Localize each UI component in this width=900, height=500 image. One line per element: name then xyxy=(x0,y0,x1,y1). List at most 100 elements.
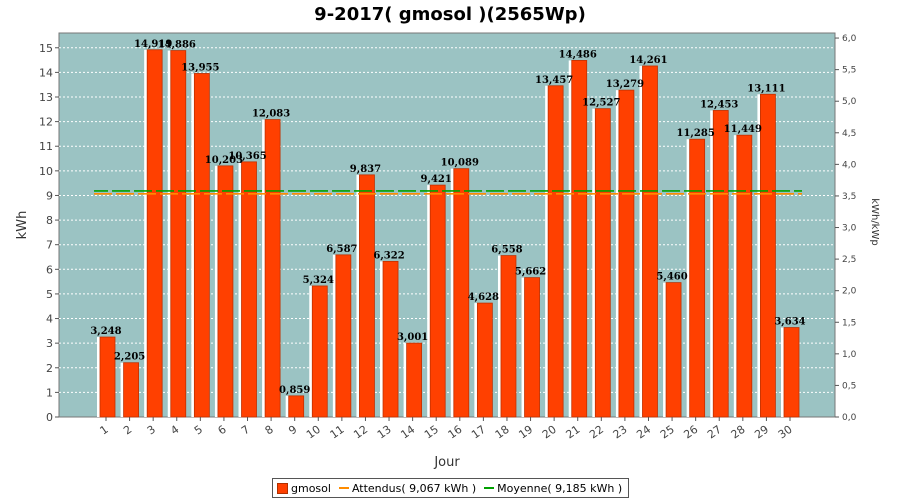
data-label: 14,886 xyxy=(158,40,196,51)
bar xyxy=(241,161,257,418)
legend-label-moyenne: Moyenne( 9,185 kWh ) xyxy=(497,481,623,495)
x-tick-label: 23 xyxy=(611,423,630,442)
x-tick-label: 20 xyxy=(540,423,559,442)
y-tick-label: 6 xyxy=(46,263,53,276)
x-tick-label: 27 xyxy=(705,423,724,442)
x-tick-label: 22 xyxy=(587,423,606,442)
data-label: 13,279 xyxy=(606,79,644,90)
x-tick-label: 17 xyxy=(469,423,488,442)
bar xyxy=(500,255,517,418)
y2-tick-label: 5,0 xyxy=(842,97,857,107)
bar xyxy=(760,93,776,418)
y2-tick-label: 1,5 xyxy=(842,318,856,328)
bar xyxy=(618,89,635,418)
y2-tick-label: 2,5 xyxy=(842,255,856,265)
x-tick-label: 30 xyxy=(776,423,795,442)
x-tick-label: 5 xyxy=(192,423,205,438)
data-label: 4,628 xyxy=(468,292,499,303)
y2-axis-ticks: 0,0 0,5 1,0 1,5 2,0 2,5 3,0 3,5 4,0 4,5 5,0 5,5 6,0 xyxy=(835,34,857,423)
bar xyxy=(382,260,399,418)
data-label: 13,111 xyxy=(747,83,785,94)
bar xyxy=(311,285,328,418)
bar xyxy=(123,362,139,418)
x-tick-label: 28 xyxy=(729,423,748,442)
y-tick-label: 5 xyxy=(46,288,53,301)
x-tick-label: 16 xyxy=(446,423,465,442)
bar xyxy=(288,395,305,418)
x-tick-label: 4 xyxy=(168,423,181,438)
bar xyxy=(712,110,729,418)
bar xyxy=(783,327,800,418)
data-label: 9,837 xyxy=(350,164,381,175)
data-label: 6,322 xyxy=(373,250,404,261)
y-tick-label: 1 xyxy=(46,386,53,399)
y2-tick-label: 4,5 xyxy=(842,129,856,139)
bar xyxy=(406,342,423,418)
x-tick-label: 14 xyxy=(398,423,417,442)
bar xyxy=(476,302,493,418)
x-tick-label: 15 xyxy=(422,423,441,442)
y2-tick-label: 6,0 xyxy=(842,34,857,44)
y-tick-label: 11 xyxy=(39,140,53,153)
data-label: 6,558 xyxy=(491,245,522,256)
legend-swatch-gmosol xyxy=(277,482,288,494)
bar xyxy=(359,174,375,418)
data-label: 11,285 xyxy=(677,128,715,139)
bar xyxy=(170,50,187,418)
bar xyxy=(571,60,588,418)
x-axis-label: Jour xyxy=(433,455,460,470)
y2-tick-label: 0,5 xyxy=(842,381,856,391)
chart-title: 9-2017( gmosol )(2565Wp) xyxy=(314,4,586,25)
x-tick-label: 1 xyxy=(98,423,111,438)
y-tick-label: 13 xyxy=(39,91,53,104)
reference-lines xyxy=(94,190,802,195)
bar xyxy=(736,134,753,418)
legend-label-gmosol: gmosol xyxy=(291,481,331,495)
bar xyxy=(429,184,446,418)
bar-series xyxy=(97,49,800,418)
y2-tick-label: 4,0 xyxy=(842,160,857,170)
legend-label-attendus: Attendus( 9,067 kWh ) xyxy=(351,481,477,495)
data-label: 14,486 xyxy=(559,49,597,60)
y-tick-label: 8 xyxy=(46,214,53,227)
data-label: 10,089 xyxy=(441,158,479,169)
y-axis-label: kWh xyxy=(15,211,30,240)
x-tick-label: 18 xyxy=(493,423,512,442)
bar xyxy=(665,282,682,418)
y2-tick-label: 0,0 xyxy=(842,413,857,423)
legend-item-gmosol: gmosol xyxy=(277,482,331,495)
y-tick-label: 3 xyxy=(46,337,53,350)
data-label: 5,662 xyxy=(515,267,546,278)
y-tick-label: 2 xyxy=(46,362,53,375)
x-tick-label: 3 xyxy=(145,423,158,438)
data-label: 0,859 xyxy=(279,385,310,396)
data-label: 3,001 xyxy=(397,332,428,343)
bar xyxy=(146,49,163,418)
data-label: 14,261 xyxy=(629,55,667,66)
y-tick-label: 0 xyxy=(46,411,53,424)
data-label: 5,460 xyxy=(656,272,687,283)
legend-item-moyenne: Moyenne( 9,185 kWh ) xyxy=(484,482,622,495)
x-tick-label: 21 xyxy=(564,423,583,442)
y2-tick-label: 2,0 xyxy=(842,287,857,297)
data-label: 6,587 xyxy=(326,244,357,255)
x-tick-label: 25 xyxy=(658,423,677,442)
data-label: 3,634 xyxy=(774,317,805,328)
x-tick-label: 6 xyxy=(215,423,228,438)
x-tick-label: 8 xyxy=(263,423,276,438)
bar xyxy=(594,108,611,418)
x-tick-label: 11 xyxy=(328,423,347,442)
y-tick-label: 12 xyxy=(39,116,53,129)
x-tick-label: 10 xyxy=(304,423,323,442)
x-tick-label: 12 xyxy=(351,423,370,442)
x-tick-label: 24 xyxy=(634,423,653,442)
y2-tick-label: 3,5 xyxy=(842,192,856,202)
bar xyxy=(547,85,564,418)
y2-tick-label: 1,0 xyxy=(842,350,857,360)
bar xyxy=(264,119,281,418)
x-axis-ticks: 1 2 3 4 5 6 7 8 9 10 11 12 13 14 15 16 17 18 19 20 21 22 23 24 2… xyxy=(98,417,795,441)
x-tick-label: 2 xyxy=(121,423,134,438)
